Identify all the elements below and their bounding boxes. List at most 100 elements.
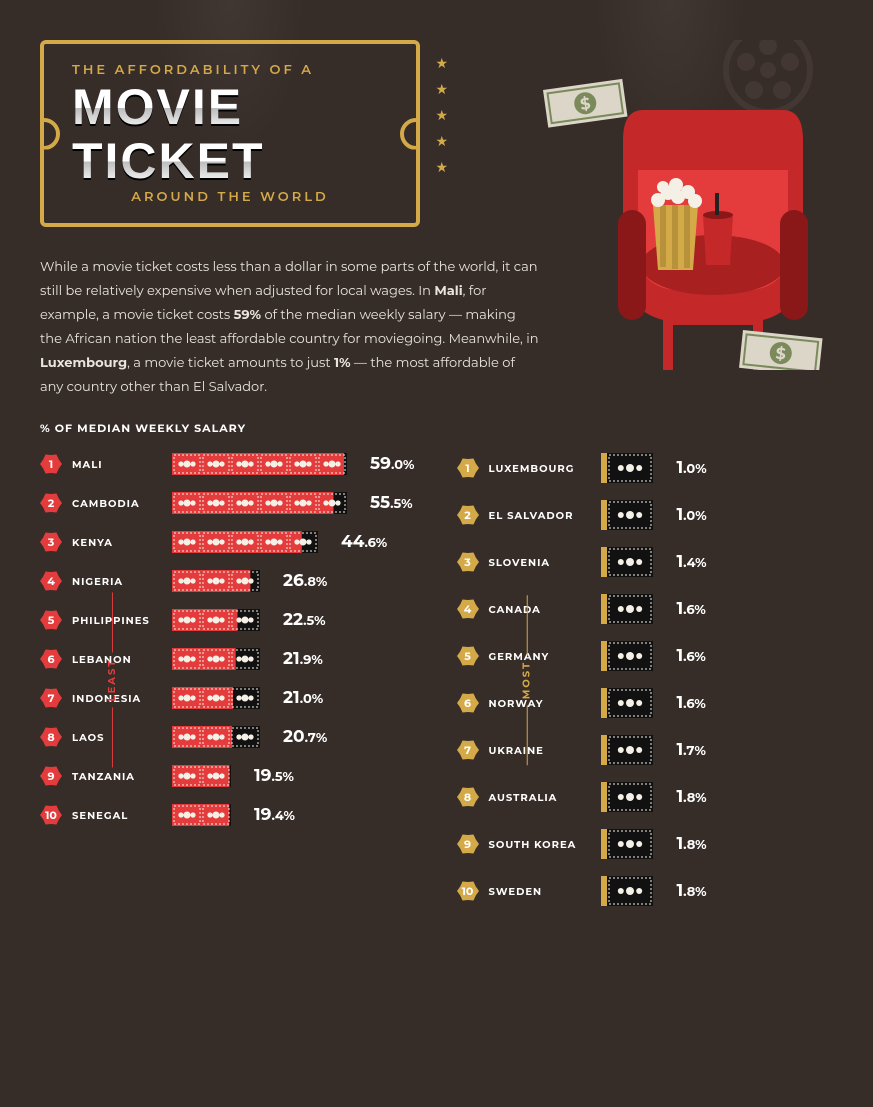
infographic: THE AFFORDABILITY OF A MOVIE TICKET AROU…	[0, 0, 873, 1107]
bill-bar	[601, 547, 653, 577]
percent-value: 1.6%	[677, 599, 706, 619]
rank-badge: 4	[457, 598, 479, 620]
percent-value: 44.6%	[341, 532, 387, 552]
column-most: MOST 1LUXEMBOURG 1.0%2EL SALVADOR 1.0%3S…	[457, 453, 834, 906]
country-name: LUXEMBOURG	[489, 462, 587, 475]
country-name: GERMANY	[489, 650, 587, 663]
country-name: KENYA	[72, 536, 162, 549]
table-row: 9 SOUTH KOREA 1.8%	[457, 829, 834, 859]
bill-bar	[172, 492, 346, 514]
column-least: LEAST 1MALI 59.0% 2 CAMBODIA	[40, 453, 417, 906]
rank-badge: 3	[40, 531, 62, 553]
country-name: NORWAY	[489, 697, 587, 710]
star-icon: ★	[435, 106, 448, 124]
country-name: CAMBODIA	[72, 497, 162, 510]
percent-value: 1.8%	[677, 787, 707, 807]
rank-badge: 1	[40, 453, 62, 475]
rank-badge: 9	[457, 833, 479, 855]
table-row: 5 GERMANY 1.6%	[457, 641, 834, 671]
percent-value: 20.7%	[283, 727, 327, 747]
bill-bar	[172, 570, 259, 592]
country-name: UKRAINE	[489, 744, 587, 757]
bill-bar	[601, 594, 653, 624]
table-row: 2 EL SALVADOR 1.0%	[457, 500, 834, 530]
rank-badge: 5	[457, 645, 479, 667]
country-name: CANADA	[489, 603, 587, 616]
table-row: 4NIGERIA 26.8%	[40, 570, 417, 592]
percent-value: 1.0%	[677, 505, 707, 525]
bill-bar	[601, 641, 653, 671]
table-row: 7INDONESIA 21.0%	[40, 687, 417, 709]
rank-badge: 8	[457, 786, 479, 808]
country-name: SOUTH KOREA	[489, 838, 587, 851]
bill-bar	[172, 765, 230, 787]
star-deco: ★ ★ ★ ★ ★	[435, 54, 448, 176]
percent-value: 1.6%	[677, 646, 706, 666]
table-row: 10SENEGAL 19.4%	[40, 804, 417, 826]
rank-badge: 5	[40, 609, 62, 631]
bill-bar	[172, 687, 259, 709]
table-row: 1MALI 59.0%	[40, 453, 417, 475]
rank-badge: 2	[457, 504, 479, 526]
percent-value: 1.0%	[677, 458, 707, 478]
bill-bar	[601, 876, 653, 906]
bill-bar	[601, 500, 653, 530]
percent-value: 19.5%	[254, 766, 294, 786]
sub-heading: % OF MEDIAN WEEKLY SALARY	[40, 421, 833, 435]
table-row: 3 SLOVENIA 1.4%	[457, 547, 834, 577]
percent-value: 1.8%	[677, 834, 707, 854]
bill-bar	[172, 531, 317, 553]
rank-badge: 2	[40, 492, 62, 514]
rank-badge: 9	[40, 765, 62, 787]
percent-value: 59.0%	[370, 454, 414, 474]
title-line2: TICKET	[72, 138, 388, 186]
rank-badge: 10	[40, 804, 62, 826]
bill-bar	[601, 782, 653, 812]
title-ticket: THE AFFORDABILITY OF A MOVIE TICKET AROU…	[40, 40, 420, 227]
rank-badge: 7	[40, 687, 62, 709]
bill-bar	[172, 453, 346, 475]
table-row: 3 KENYA 44.6%	[40, 531, 417, 553]
percent-value: 21.9%	[283, 649, 323, 669]
bill-bar	[172, 609, 259, 631]
bill-bar	[601, 735, 653, 765]
rank-badge: 8	[40, 726, 62, 748]
bill-bar	[172, 726, 259, 748]
table-row: 2CAMBODIA 55.5%	[40, 492, 417, 514]
table-row: 6NORWAY 1.6%	[457, 688, 834, 718]
table-row: 4 CANADA 1.6%	[457, 594, 834, 624]
bill-bar	[172, 804, 230, 826]
percent-value: 21.0%	[283, 688, 323, 708]
table-row: 9TANZANIA 19.5%	[40, 765, 417, 787]
rank-badge: 10	[457, 880, 479, 902]
svg-text:$: $	[775, 345, 787, 365]
percent-value: 26.8%	[283, 571, 327, 591]
country-name: SWEDEN	[489, 885, 587, 898]
table-row: 8 AUSTRALIA 1.8%	[457, 782, 834, 812]
table-row: 6LEBANON 21.9%	[40, 648, 417, 670]
title-pre: THE AFFORDABILITY OF A	[72, 62, 388, 78]
table-row: 8LAOS 20.7%	[40, 726, 417, 748]
percent-value: 22.5%	[283, 610, 325, 630]
rank-badge: 7	[457, 739, 479, 761]
hero-illustration: $ $	[463, 40, 843, 370]
country-name: SLOVENIA	[489, 556, 587, 569]
title-line1: MOVIE	[72, 84, 388, 132]
country-name: EL SALVADOR	[489, 509, 587, 522]
star-icon: ★	[435, 132, 448, 150]
star-icon: ★	[435, 54, 448, 72]
table-row: 7 UKRAINE 1.7%	[457, 735, 834, 765]
bill-bar	[601, 688, 653, 718]
side-label-least: LEAST	[105, 586, 118, 773]
table-row: 5PHILIPPINES 22.5%	[40, 609, 417, 631]
bill-bar	[172, 648, 259, 670]
side-label-most: MOST	[519, 589, 532, 771]
percent-value: 1.7%	[677, 740, 706, 760]
rank-badge: 3	[457, 551, 479, 573]
bill-bar	[601, 453, 653, 483]
country-name: SENEGAL	[72, 809, 162, 822]
table-row: 1LUXEMBOURG 1.0%	[457, 453, 834, 483]
country-name: AUSTRALIA	[489, 791, 587, 804]
percent-value: 1.4%	[677, 552, 707, 572]
title-sub: AROUND THE WORLD	[72, 189, 388, 205]
